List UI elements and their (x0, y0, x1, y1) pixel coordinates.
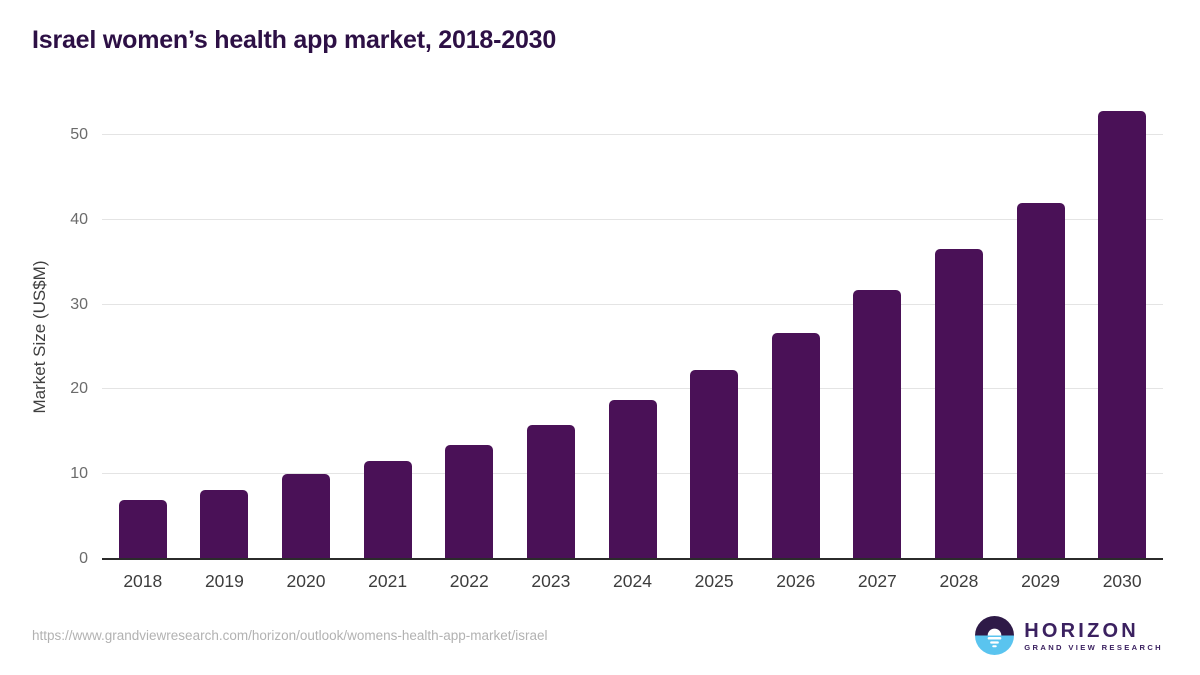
bar-2018 (118, 499, 167, 559)
x-tick-label-2020: 2020 (286, 571, 326, 591)
logo-name: HORIZON (1024, 619, 1139, 642)
bar-2030 (1098, 111, 1147, 559)
gridline-y40 (102, 218, 1163, 220)
y-tick-label-0: 0 (79, 550, 88, 567)
bar-2024 (608, 399, 657, 559)
x-axis-line (102, 558, 1163, 560)
x-tick-label-2021: 2021 (368, 571, 408, 591)
bar-2023 (526, 425, 575, 559)
bar-2021 (363, 460, 412, 559)
x-tick-label-2025: 2025 (694, 571, 734, 591)
x-tick-label-2030: 2030 (1102, 571, 1142, 591)
x-tick-label-2023: 2023 (531, 571, 571, 591)
logo-text: HORIZON GRAND VIEW RESEARCH (1024, 620, 1163, 652)
page-title: Israel women’s health app market, 2018-2… (32, 26, 557, 54)
y-tick-label-40: 40 (70, 210, 88, 228)
gridline-y30 (102, 303, 1163, 305)
bar-2025 (690, 369, 739, 559)
gridline-y50 (102, 134, 1163, 135)
bar-2019 (200, 490, 249, 559)
bar-2026 (771, 333, 820, 559)
bar-2028 (934, 248, 983, 559)
gridline-y20 (102, 388, 1163, 390)
bar-2027 (853, 290, 902, 559)
logo-subtitle: GRAND VIEW RESEARCH (1024, 642, 1163, 652)
horizon-logo: HORIZON GRAND VIEW RESEARCH (975, 616, 1163, 655)
x-tick-label-2027: 2027 (857, 571, 897, 591)
y-tick-label-30: 30 (70, 295, 88, 313)
horizon-sun-icon (975, 616, 1015, 655)
y-tick-label-20: 20 (70, 380, 88, 398)
x-tick-label-2028: 2028 (939, 571, 979, 591)
x-tick-label-2018: 2018 (123, 571, 163, 591)
y-tick-label-50: 50 (70, 126, 88, 143)
bar-2029 (1016, 202, 1065, 559)
bar-2022 (445, 444, 494, 559)
x-tick-label-2029: 2029 (1021, 571, 1061, 591)
bar-2020 (282, 474, 331, 559)
source-url: https://www.grandviewresearch.com/horizo… (32, 628, 548, 643)
y-tick-label-10: 10 (70, 465, 88, 483)
x-tick-label-2024: 2024 (613, 571, 652, 591)
x-tick-label-2022: 2022 (449, 571, 489, 591)
x-tick-label-2019: 2019 (204, 571, 244, 591)
x-tick-label-2026: 2026 (776, 571, 816, 591)
plot-area (102, 90, 1163, 560)
